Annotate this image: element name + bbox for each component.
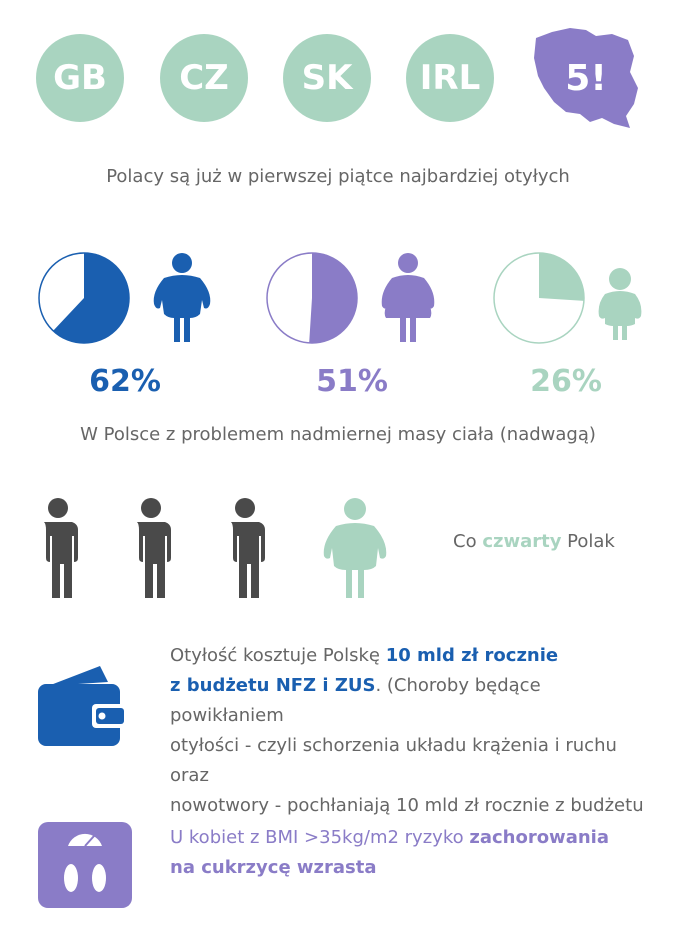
person-icon (137, 498, 171, 598)
bmi-bold2: na cukrzycę wzrasta (170, 857, 377, 878)
pie-51 (266, 252, 358, 344)
person-icon (231, 498, 265, 598)
pie-26 (493, 252, 585, 344)
cost-line4: nowotwory - pochłaniają 10 mld zł roczni… (170, 795, 644, 816)
scale-icon (38, 822, 132, 908)
bmi-paragraph: U kobiet z BMI >35kg/m2 ryzyko zachorowa… (170, 823, 650, 883)
cost-part1: Otyłość kosztuje Polskę (170, 645, 386, 666)
pie-51-slice (309, 253, 358, 343)
country-circle-cz: CZ (160, 34, 248, 122)
child-obese-icon (598, 268, 642, 340)
cost-paragraph: Otyłość kosztuje Polskę 10 mld zł roczni… (170, 641, 650, 821)
stat-percent-26: 26% (530, 364, 602, 399)
caption-top: Polacy są już w pierwszej piątce najbard… (106, 166, 570, 187)
pie-26-slice (539, 253, 584, 301)
pie-62 (38, 252, 130, 344)
poland-rank-label: 5! (565, 57, 607, 99)
cost-part2: . (Choroby będące powikłaniem (170, 675, 541, 726)
quarter-text: Co czwarty Polak (453, 531, 615, 552)
bmi-part1: U kobiet z BMI >35kg/m2 ryzyko (170, 827, 470, 848)
cost-line3: otyłości - czyli schorzenia układu krąże… (170, 735, 617, 786)
country-circle-gb: GB (36, 34, 124, 122)
country-circle-sk: SK (283, 34, 371, 122)
man-obese-icon (153, 253, 211, 342)
country-circle-irl: IRL (406, 34, 494, 122)
stat-percent-51: 51% (316, 364, 388, 399)
person-icon (44, 498, 78, 598)
bmi-bold1: zachorowania (469, 827, 609, 848)
quarter-highlight: czwarty (482, 531, 562, 552)
caption-mid: W Polsce z problemem nadmiernej masy cia… (80, 424, 596, 445)
cost-bold1: 10 mld zł rocznie (385, 645, 559, 666)
cost-bold2: z budżetu NFZ i ZUS (170, 675, 376, 696)
woman-obese-icon (381, 253, 435, 342)
quarter-pre: Co (453, 531, 483, 552)
pie-62-slice (53, 253, 130, 343)
poland-map-icon: 5! (530, 26, 642, 130)
obese-person-icon (323, 498, 387, 598)
quarter-post: Polak (561, 531, 615, 552)
stat-percent-62: 62% (89, 364, 161, 399)
wallet-icon (38, 666, 124, 746)
